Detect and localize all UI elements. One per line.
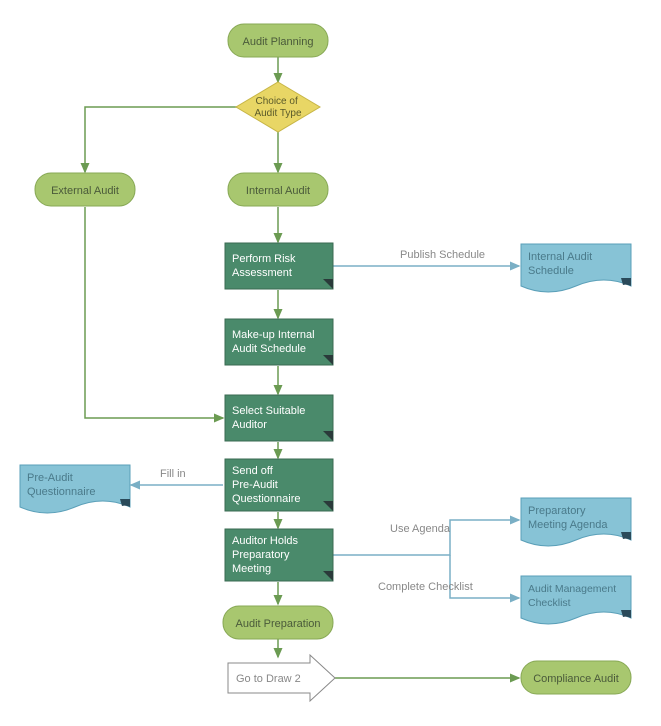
edge-label-publish: Publish Schedule [400, 249, 485, 261]
doc-prep-agenda: Preparatory Meeting Agenda [521, 498, 631, 546]
node-makeup-schedule: Make-up Internal Audit Schedule [225, 319, 333, 365]
doc-internal-schedule: Internal Audit Schedule [521, 244, 631, 292]
doc-checklist: Audit Management Checklist [521, 576, 631, 624]
edge-external-select [85, 207, 223, 418]
node-perform-risk: Perform Risk Assessment [225, 243, 333, 289]
flowchart-svg: Publish Schedule Fill in Use Agenda Comp… [0, 0, 661, 726]
edge-label-fillin: Fill in [160, 468, 186, 480]
label-goto-draw2: Go to Draw 2 [236, 673, 301, 685]
node-choice [236, 82, 320, 132]
label-audit-preparation: Audit Preparation [236, 618, 321, 630]
node-auditor-meeting: Auditor Holds Preparatory Meeting [225, 529, 333, 581]
doc-pre-audit: Pre-Audit Questionnaire [20, 465, 130, 513]
edge-choice-external [85, 107, 237, 172]
edge-label-checklist: Complete Checklist [378, 581, 473, 593]
label-audit-planning: Audit Planning [243, 36, 314, 48]
node-select-auditor: Select Suitable Auditor [225, 395, 333, 441]
label-internal-audit: Internal Audit [246, 185, 310, 197]
label-compliance-audit: Compliance Audit [533, 673, 619, 685]
node-goto-draw2: Go to Draw 2 [228, 655, 335, 701]
edge-label-agenda: Use Agenda [390, 523, 451, 535]
label-choice: Choice of Audit Type [254, 96, 302, 119]
node-send-questionnaire: Send off Pre-Audit Questionnaire [225, 459, 333, 511]
label-external-audit: External Audit [51, 185, 119, 197]
